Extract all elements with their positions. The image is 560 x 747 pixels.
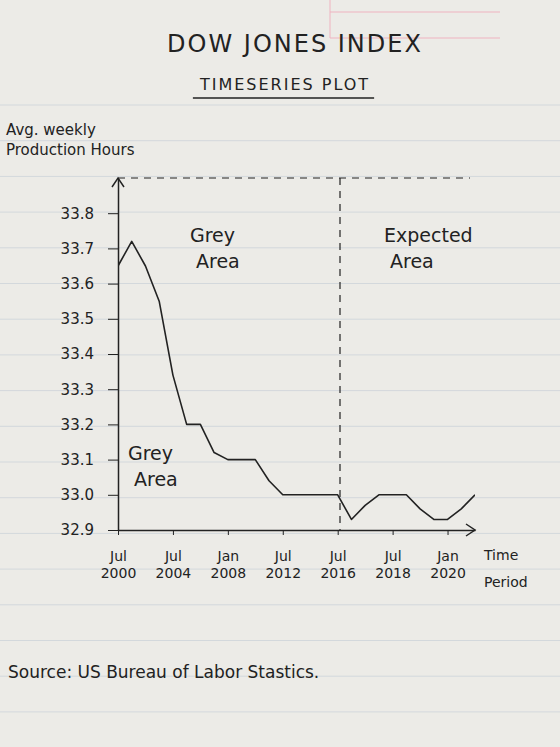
title: DOW JONES INDEX (167, 30, 423, 58)
x-tick-mark (393, 530, 394, 535)
y-tick-mark (108, 213, 118, 214)
x-tick-label: Jul2000 (101, 548, 137, 582)
x-tick-mark (283, 530, 284, 535)
y-tick: 33.7 (61, 240, 118, 258)
y-tick: 33.6 (61, 275, 118, 293)
x-tick-mark (338, 530, 339, 535)
y-tick-mark (108, 284, 118, 285)
source: Source: US Bureau of Labor Stastics. (8, 662, 319, 682)
x-tick: Jan2020 (430, 530, 466, 581)
x-arrow (466, 524, 475, 536)
ruled-lines (0, 105, 560, 712)
paper (0, 0, 560, 747)
ruled-line (0, 604, 560, 605)
x-axis-line (119, 530, 476, 532)
x-axis: Jul2000 Jul2004 Jan2008 Jul2012 Jul2016 Jul20… (101, 530, 476, 581)
x-tick-label: Jul2004 (156, 548, 192, 582)
y-tick: 33.4 (61, 345, 118, 363)
x-tick-mark (173, 530, 174, 535)
y-tick-label: 32.9 (61, 521, 94, 539)
x-tick-label: Jan2008 (211, 548, 247, 582)
y-tick-label: 33.7 (61, 240, 94, 258)
header-line (330, 12, 500, 13)
y-tick: 33.2 (61, 416, 118, 434)
y-tick-label: 33.5 (61, 310, 94, 328)
annotation: GreyArea (190, 224, 240, 272)
y-tick-mark (108, 424, 118, 425)
y-axis-title: Avg. weeklyProduction Hours (6, 121, 135, 159)
y-tick: 33.5 (61, 310, 118, 328)
y-tick-label: 33.0 (61, 486, 94, 504)
y-axis: 32.9 33.0 33.1 33.2 33.3 33.4 33.5 33.6 33.7 33.8 (61, 179, 119, 540)
x-tick: Jul2016 (320, 530, 356, 581)
y-tick-mark (108, 248, 118, 249)
x-tick-label: Jul2012 (265, 548, 301, 582)
y-tick-mark (108, 354, 118, 355)
y-tick-label: 33.3 (61, 381, 94, 399)
y-tick-mark (108, 530, 118, 531)
ruled-line (0, 640, 560, 641)
y-tick-mark (108, 319, 118, 320)
x-tick: Jul2018 (375, 530, 411, 581)
x-axis-title: TimePeriod (483, 547, 528, 590)
y-tick: 33.3 (61, 381, 118, 399)
plot-area (118, 241, 475, 519)
y-tick: 33.0 (61, 486, 118, 504)
subtitle-underline (193, 97, 374, 99)
y-tick-mark (108, 460, 118, 461)
y-tick-mark (108, 389, 118, 390)
x-tick: Jan2008 (211, 530, 247, 581)
x-tick: Jul2000 (101, 530, 137, 581)
ruled-line (0, 176, 560, 177)
chart-container: DOW JONES INDEX TIMESERIES PLOT 32.9 33.0 33… (0, 0, 560, 747)
x-tick: Jul2004 (156, 530, 192, 581)
x-tick-mark (118, 530, 119, 535)
x-tick: Jul2012 (265, 530, 301, 581)
y-tick-mark (108, 495, 118, 496)
dashed-divider (339, 178, 340, 530)
chart-svg: DOW JONES INDEX TIMESERIES PLOT 32.9 33.0 33… (0, 0, 560, 747)
data-line (118, 241, 475, 519)
annotation: GreyArea (128, 442, 178, 490)
annotation: ExpectedArea (384, 224, 473, 272)
x-tick-label: Jan2020 (430, 548, 466, 582)
x-tick-label: Jul2016 (320, 548, 356, 582)
ruled-line (0, 711, 560, 712)
x-tick-label: Jul2018 (375, 548, 411, 582)
x-tick-mark (448, 530, 449, 535)
dashed-top (118, 177, 470, 178)
y-tick-label: 33.8 (61, 205, 94, 223)
y-tick-label: 33.6 (61, 275, 94, 293)
y-tick: 33.8 (61, 205, 118, 223)
y-tick-label: 33.2 (61, 416, 94, 434)
y-tick: 33.1 (61, 451, 118, 469)
y-tick-label: 33.4 (61, 345, 94, 363)
subtitle: TIMESERIES PLOT (199, 75, 370, 94)
y-tick: 32.9 (61, 521, 118, 539)
y-tick-label: 33.1 (61, 451, 94, 469)
ruled-line (0, 105, 560, 106)
x-tick-mark (228, 530, 229, 535)
y-arrow (112, 178, 124, 187)
